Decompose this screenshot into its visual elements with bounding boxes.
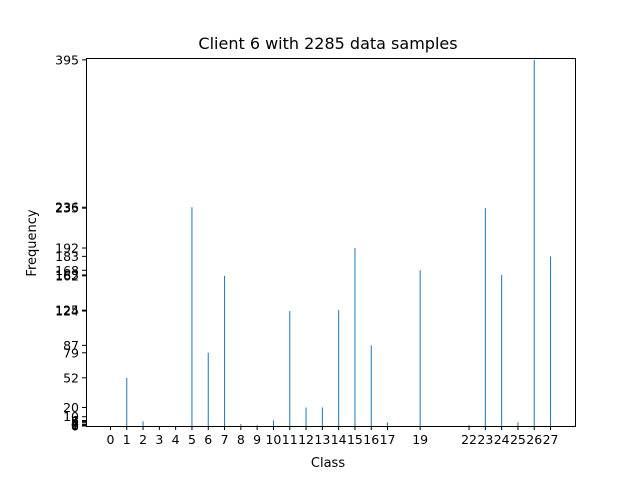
bar-class-15 (354, 248, 356, 426)
bars (126, 59, 552, 426)
x-tick-label: 23 (477, 432, 493, 447)
bar-class-24 (501, 274, 503, 426)
y-tick-label: 0 (71, 419, 79, 434)
y-tick-label: 6 (71, 413, 79, 428)
bar-class-27 (550, 256, 552, 426)
x-tick-label: 16 (363, 432, 379, 447)
bar-class-22 (468, 425, 470, 426)
bar-class-14 (338, 310, 340, 426)
x-tick-label: 22 (461, 432, 477, 447)
bar-class-2 (142, 421, 144, 426)
x-tick-label: 9 (253, 432, 261, 447)
y-tick-label: 192 (55, 241, 79, 256)
x-tick-label: 11 (282, 432, 298, 447)
x-tick-label: 6 (204, 432, 212, 447)
y-tick-label: 52 (63, 370, 79, 385)
bar-class-1 (126, 377, 128, 426)
x-tick-label: 17 (380, 432, 396, 447)
bar-class-7 (224, 275, 226, 426)
y-tick-label: 1 (71, 418, 79, 433)
x-tick-label: 27 (543, 432, 559, 447)
x-axis-ticks: 0 1 2 3 4 5 6 7 8 9 10 11 12 13 14 15 16 17 19 22 23 24 25 26 27 (106, 426, 559, 447)
x-tick-label: 0 (106, 432, 114, 447)
x-tick-label: 14 (331, 432, 347, 447)
x-tick-label: 15 (347, 432, 363, 447)
bar-class-19 (419, 270, 421, 426)
bar-class-10 (272, 420, 274, 426)
y-tick-label: 163 (55, 267, 79, 282)
x-tick-label: 24 (494, 432, 510, 447)
x-tick-label: 25 (510, 432, 526, 447)
x-tick-label: 1 (123, 432, 131, 447)
y-tick-label: 87 (63, 338, 79, 353)
x-tick-label: 7 (221, 432, 229, 447)
x-tick-label: 19 (412, 432, 428, 447)
bar-class-6 (207, 352, 209, 426)
x-tick-label: 4 (172, 432, 180, 447)
chart-title: Client 6 with 2285 data samples (198, 34, 457, 53)
bar-class-23 (484, 208, 486, 426)
x-tick-label: 10 (265, 432, 281, 447)
y-tick-label: 162 (55, 268, 79, 283)
y-tick-label: 10 (63, 409, 79, 424)
bar-class-12 (305, 407, 307, 426)
x-tick-label: 12 (298, 432, 314, 447)
y-tick-label: 5 (71, 414, 79, 429)
x-tick-label: 3 (155, 432, 163, 447)
y-tick-label: 183 (55, 249, 79, 264)
x-tick-label: 8 (237, 432, 245, 447)
y-tick-label: 79 (63, 345, 79, 360)
y-tick-label: 20 (63, 400, 79, 415)
bar-class-8 (240, 424, 242, 426)
x-tick-label: 26 (526, 432, 542, 447)
bar-class-26 (533, 59, 535, 426)
y-tick-label: 124 (55, 304, 79, 319)
y-tick-label: 168 (55, 263, 79, 278)
y-tick-label: 4 (71, 415, 79, 430)
plot-frame (86, 58, 576, 427)
y-tick-label: 236 (55, 200, 79, 215)
y-tick-label: 235 (55, 201, 79, 216)
y-tick-label: 125 (55, 303, 79, 318)
x-axis-label: Class (311, 456, 345, 471)
x-tick-label: 2 (139, 432, 147, 447)
y-axis-ticks: 0124561020527987124125162163168183192235… (55, 52, 86, 434)
x-tick-label: 5 (188, 432, 196, 447)
bar-class-5 (191, 207, 193, 426)
bar-class-25 (517, 422, 519, 426)
x-tick-label: 13 (314, 432, 330, 447)
bar-class-11 (289, 311, 291, 426)
y-tick-label: 2 (71, 417, 79, 432)
y-axis-label: Frequency (25, 209, 40, 276)
bar-class-17 (387, 422, 389, 426)
bar-class-13 (321, 407, 323, 426)
bar-class-9 (256, 425, 258, 426)
bar-class-16 (370, 345, 372, 426)
y-tick-label: 395 (55, 52, 79, 67)
